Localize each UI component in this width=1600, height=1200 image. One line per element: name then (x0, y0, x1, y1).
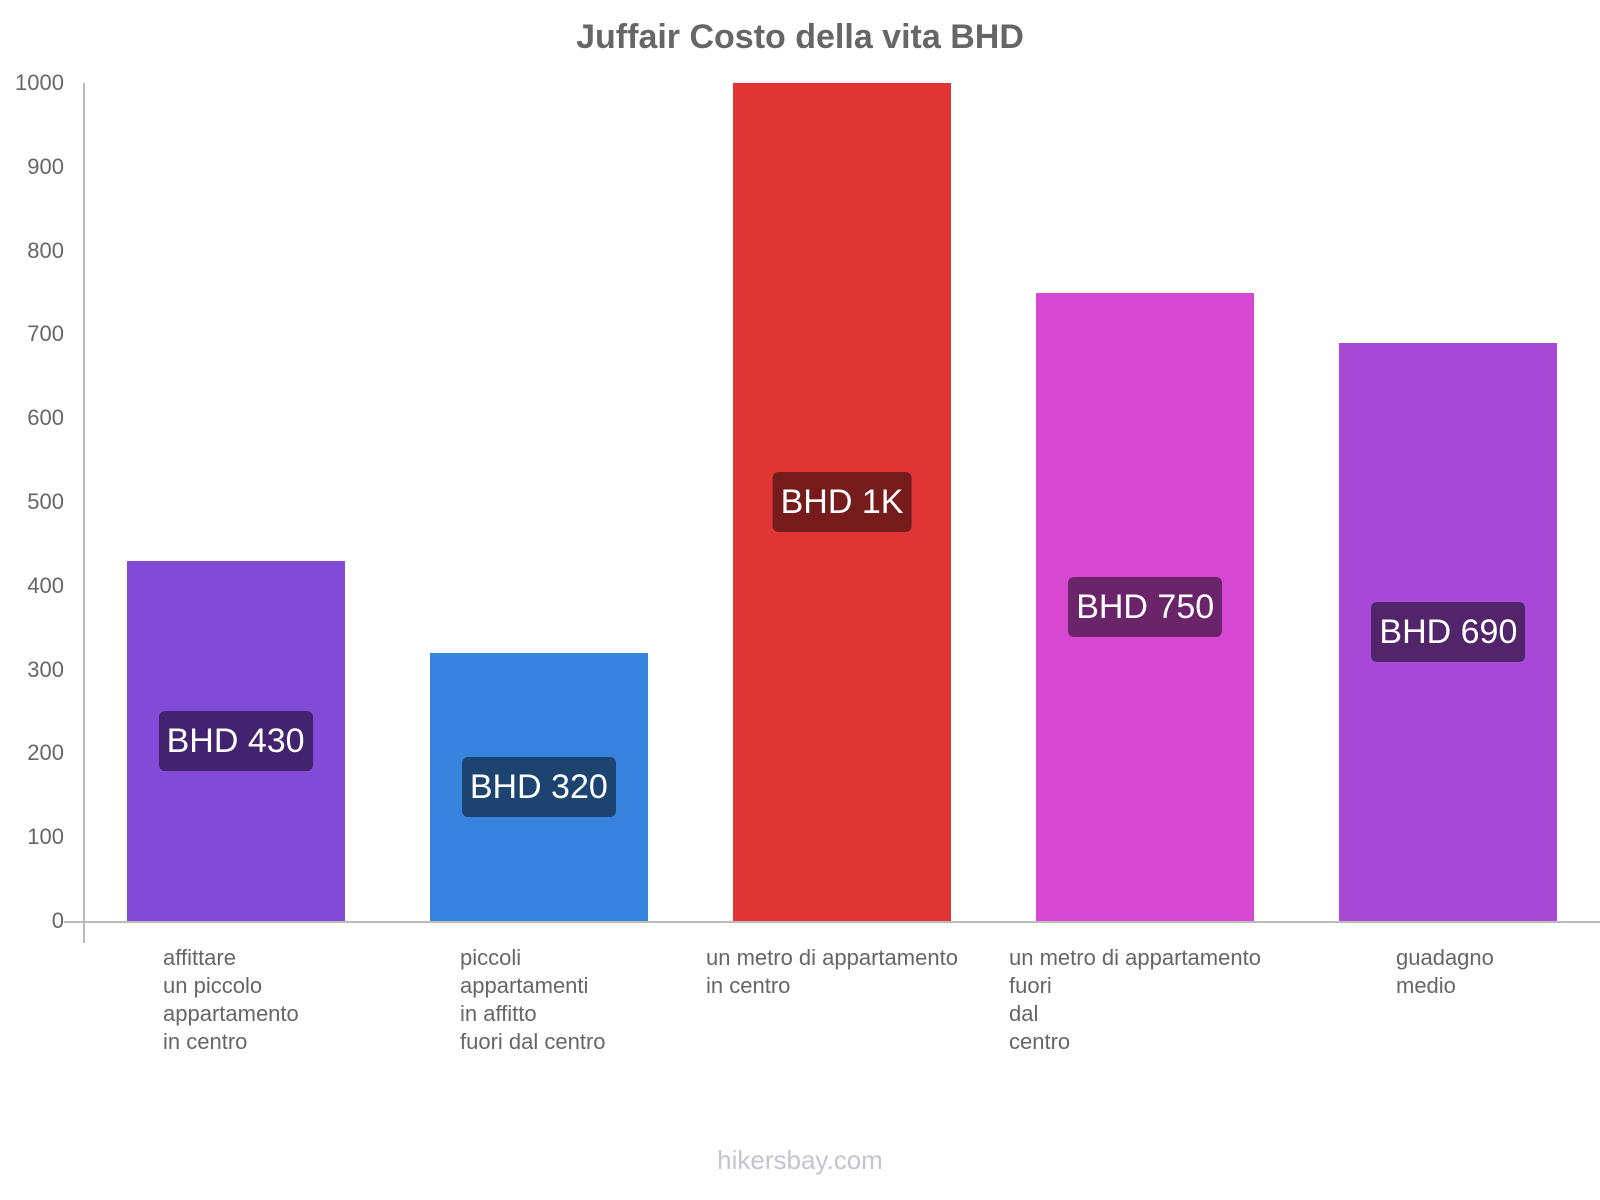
x-category-label: piccoli appartamenti in affitto fuori da… (460, 945, 606, 1054)
x-category-label: un metro di appartamento in centro (706, 945, 958, 998)
y-tick-label: 900 (27, 153, 64, 179)
value-label: BHD 320 (461, 756, 616, 817)
x-category-label: affittare un piccolo appartamento in cen… (163, 945, 299, 1054)
y-tick-label: 800 (27, 237, 64, 263)
watermark: hikersbay.com (717, 1145, 883, 1175)
y-tick-label: 100 (27, 824, 64, 850)
value-label: BHD 750 (1068, 576, 1223, 637)
y-tick-label: 300 (27, 656, 64, 682)
y-tick-label: 0 (51, 908, 64, 933)
y-tick-label: 600 (27, 405, 64, 431)
y-axis-line (83, 83, 85, 943)
y-tick-label: 500 (27, 489, 64, 514)
x-axis-line (64, 921, 1600, 923)
value-label: BHD 1K (772, 472, 912, 532)
value-label: BHD 430 (158, 710, 313, 771)
y-tick-label: 1000 (15, 70, 64, 95)
value-label: BHD 690 (1371, 601, 1526, 662)
x-category-label: un metro di appartamento fuori dal centr… (1009, 945, 1261, 1054)
y-tick-label: 200 (27, 740, 64, 766)
y-tick-mark (64, 921, 84, 922)
chart-title: Juffair Costo della vita BHD (576, 18, 1024, 56)
x-category-label: guadagno medio (1396, 945, 1494, 998)
y-tick-label: 700 (27, 321, 64, 347)
y-tick-label: 400 (27, 572, 64, 598)
